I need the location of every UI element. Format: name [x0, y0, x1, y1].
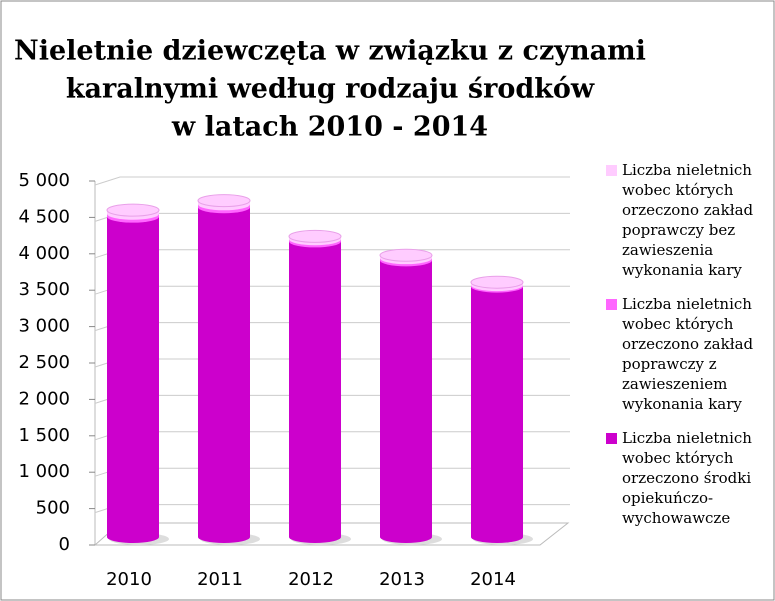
bar	[471, 286, 523, 537]
bar	[107, 216, 159, 537]
y-tick-label: 1 000	[18, 461, 70, 482]
y-tick-label: 3 500	[18, 279, 70, 300]
legend-swatch	[606, 165, 617, 176]
bar-top	[106, 203, 160, 217]
bar	[289, 241, 341, 537]
y-tick-label: 4 500	[18, 206, 70, 227]
bar-top	[197, 194, 251, 208]
bar-top	[470, 275, 524, 289]
legend-item: Liczba nieletnich wobec których orzeczon…	[604, 428, 769, 528]
bar-top	[379, 248, 433, 262]
grid-line	[94, 176, 570, 186]
legend-label: Liczba nieletnich wobec których orzeczon…	[622, 295, 754, 413]
legend-item: Liczba nieletnich wobec których orzeczon…	[604, 160, 769, 280]
x-tick-label: 2012	[288, 569, 334, 590]
legend-item: Liczba nieletnich wobec których orzeczon…	[604, 294, 769, 414]
y-tick-label: 2 000	[18, 388, 70, 409]
y-tick-label: 1 500	[18, 425, 70, 446]
bar	[380, 260, 432, 537]
legend-label: Liczba nieletnich wobec których orzeczon…	[622, 161, 754, 279]
chart-title: karalnymi według rodzaju środków	[66, 74, 595, 105]
chart-title: Nieletnie dziewczęta w związku z czynami	[14, 36, 646, 67]
y-tick-label: 4 000	[18, 243, 70, 264]
legend-swatch	[606, 299, 617, 310]
bar	[198, 207, 250, 537]
legend: Liczba nieletnich wobec których orzeczon…	[604, 160, 769, 542]
y-tick-label: 3 000	[18, 316, 70, 337]
x-tick-label: 2011	[197, 569, 243, 590]
y-tick-label: 500	[36, 498, 70, 519]
bar-top	[288, 229, 342, 243]
legend-label: Liczba nieletnich wobec których orzeczon…	[622, 429, 752, 527]
y-tick-label: 2 500	[18, 352, 70, 373]
x-tick-label: 2014	[470, 569, 516, 590]
chart-title: w latach 2010 - 2014	[171, 112, 488, 143]
legend-swatch	[606, 433, 617, 444]
x-tick-label: 2010	[106, 569, 152, 590]
x-tick-label: 2013	[379, 569, 425, 590]
y-tick-label: 0	[59, 534, 70, 555]
y-tick-label: 5 000	[18, 170, 70, 191]
